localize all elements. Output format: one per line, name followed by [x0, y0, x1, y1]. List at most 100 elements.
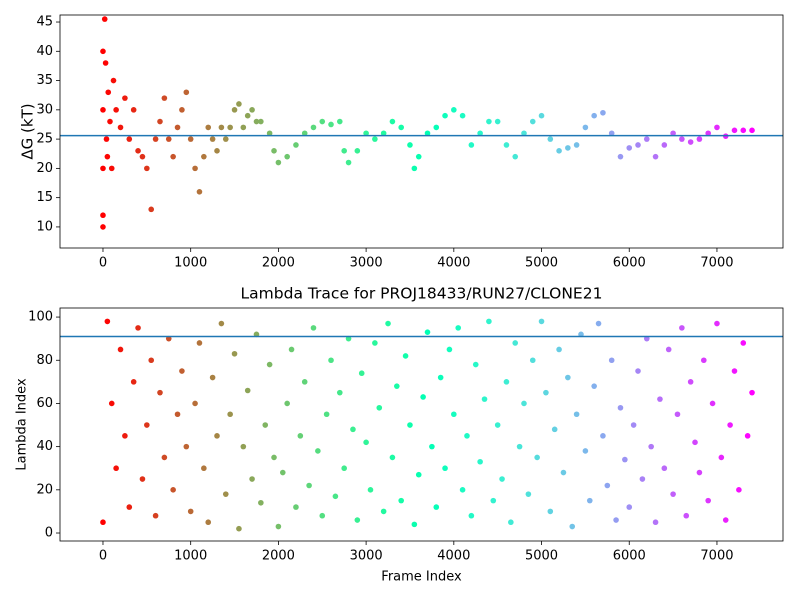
x-tick-label: 1000 — [174, 256, 207, 271]
point — [573, 411, 580, 418]
point — [626, 145, 633, 151]
point — [696, 469, 703, 476]
point — [494, 422, 501, 428]
point — [635, 368, 641, 374]
point — [556, 148, 562, 154]
point — [740, 127, 747, 134]
x-tick-label: 6000 — [613, 256, 646, 271]
point — [297, 433, 304, 439]
point — [455, 325, 462, 331]
point — [244, 387, 251, 394]
point — [604, 482, 611, 489]
point — [486, 318, 492, 325]
point — [652, 519, 659, 526]
point — [341, 148, 347, 154]
point — [192, 400, 198, 407]
point — [266, 361, 273, 368]
point — [218, 124, 225, 131]
point — [240, 443, 247, 450]
point — [565, 145, 571, 151]
point — [218, 320, 225, 327]
point — [174, 411, 181, 418]
point — [258, 118, 264, 125]
point — [117, 124, 124, 131]
axes-frame — [59, 307, 784, 542]
x-tick-label: 6000 — [613, 549, 646, 564]
point — [499, 476, 505, 482]
point — [380, 130, 387, 137]
point — [744, 433, 751, 439]
point — [293, 142, 299, 148]
point — [643, 335, 650, 342]
point — [459, 487, 466, 493]
point — [231, 107, 238, 113]
point — [183, 89, 190, 96]
point — [284, 153, 290, 160]
point — [622, 456, 628, 463]
point — [336, 118, 343, 125]
point — [315, 448, 321, 454]
point — [293, 504, 299, 510]
point — [113, 465, 119, 472]
point — [639, 476, 646, 482]
y-axis-label: Lambda Index — [15, 378, 30, 471]
point — [271, 148, 277, 154]
point — [683, 512, 690, 519]
point — [126, 504, 133, 510]
point — [630, 422, 637, 428]
point — [110, 77, 117, 84]
point — [442, 112, 448, 119]
point — [687, 379, 694, 385]
point — [222, 491, 229, 497]
point — [635, 142, 641, 148]
point — [617, 153, 624, 160]
point — [126, 136, 133, 142]
point — [205, 124, 212, 131]
point — [670, 130, 676, 137]
point — [108, 165, 115, 172]
y-tick-label: 80 — [36, 353, 53, 368]
point — [591, 112, 597, 119]
point — [538, 112, 545, 119]
point — [249, 476, 255, 482]
point — [328, 357, 334, 364]
point — [258, 499, 264, 506]
point — [569, 523, 576, 530]
point — [626, 504, 633, 510]
point — [600, 109, 606, 116]
point — [157, 389, 163, 396]
axes-frame — [59, 14, 784, 249]
point — [139, 153, 146, 160]
point — [468, 512, 475, 519]
x-tick-label: 1000 — [174, 549, 207, 564]
x-tick-label: 4000 — [437, 256, 470, 271]
point — [661, 142, 668, 148]
y-tick-label: 30 — [36, 102, 53, 117]
point — [354, 517, 361, 523]
point — [323, 411, 330, 418]
point — [595, 320, 602, 327]
point — [512, 153, 519, 160]
point — [714, 124, 720, 131]
point — [341, 465, 347, 472]
point — [696, 136, 703, 142]
point — [591, 383, 597, 389]
point — [253, 118, 260, 125]
y-tick-label: 40 — [36, 44, 53, 59]
point — [148, 357, 155, 364]
point — [358, 370, 365, 377]
point — [310, 325, 317, 331]
point — [477, 458, 483, 465]
point — [516, 443, 523, 450]
point — [494, 118, 501, 125]
point — [503, 142, 510, 148]
point — [670, 491, 676, 497]
point — [424, 329, 431, 335]
x-tick-label: 3000 — [350, 549, 383, 564]
point — [648, 443, 654, 450]
point — [271, 454, 277, 461]
point — [187, 508, 194, 515]
x-tick-label: 5000 — [525, 549, 558, 564]
point — [108, 400, 115, 407]
point — [657, 396, 663, 402]
